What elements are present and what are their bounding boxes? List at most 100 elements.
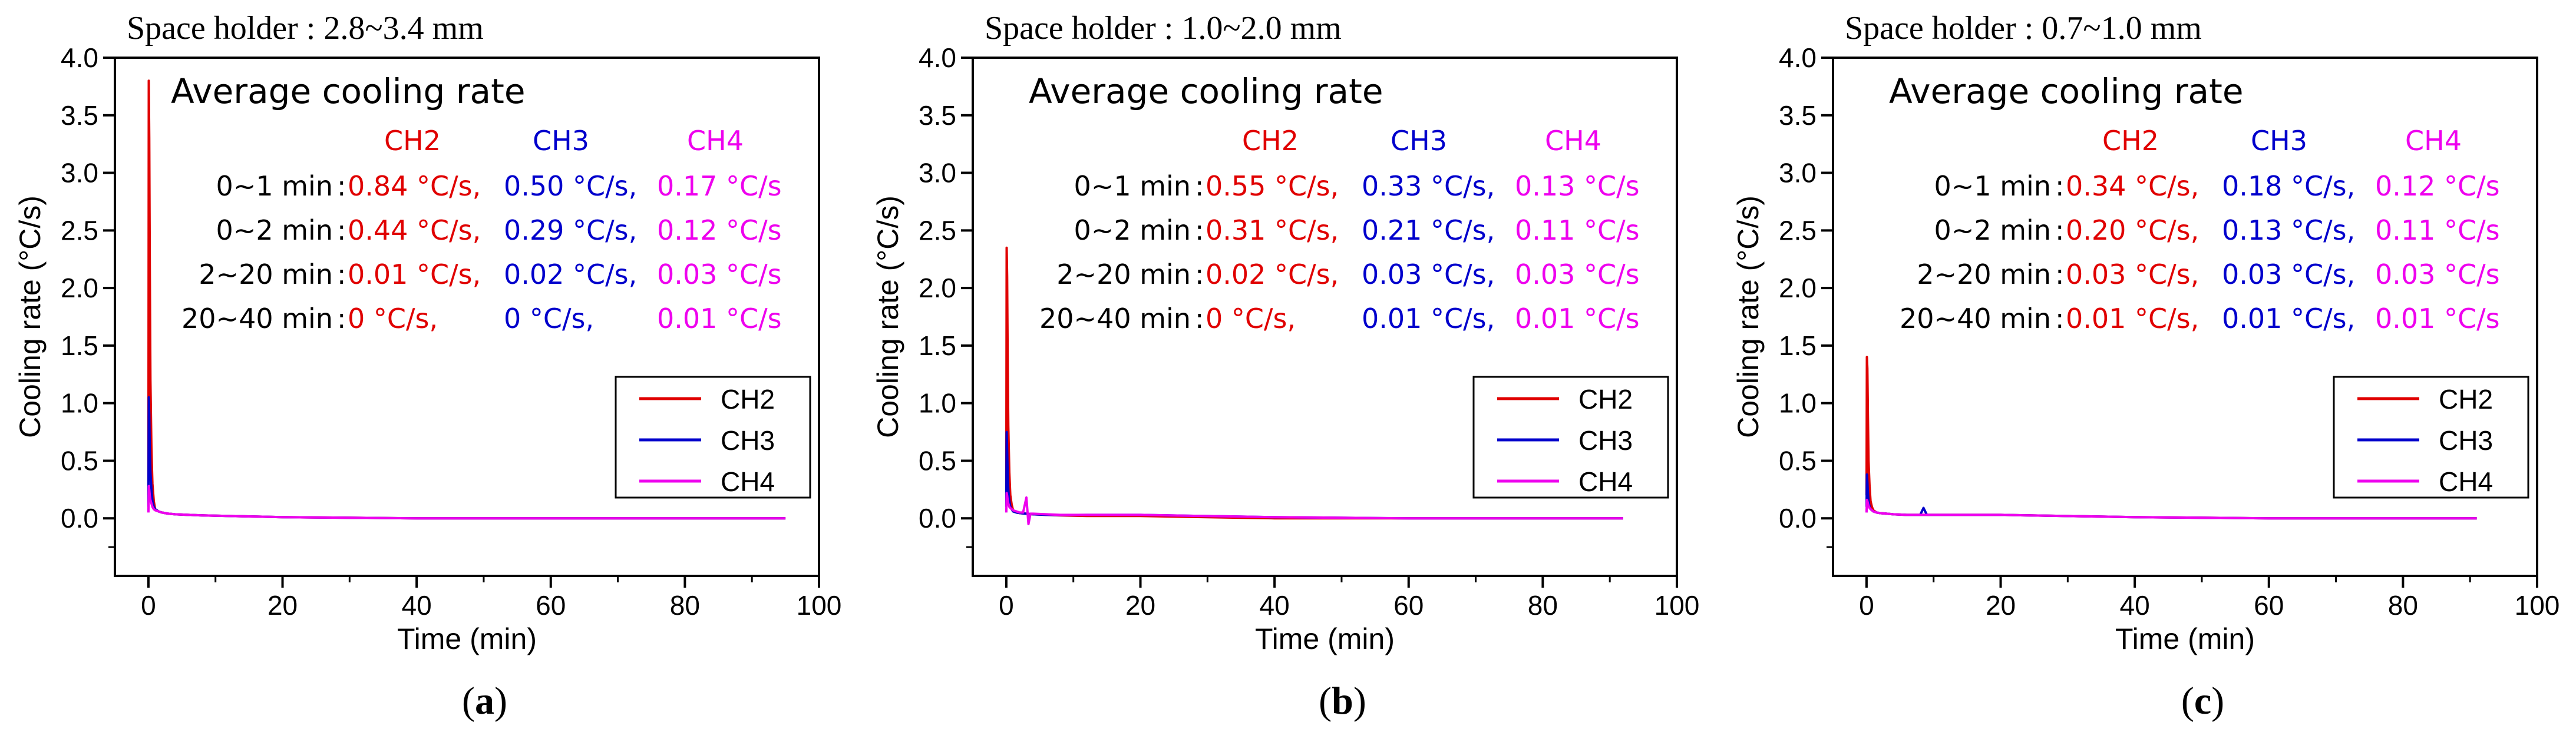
- annotation-value: 0.11 °C/s: [1515, 214, 1640, 246]
- annotation-value: 0 °C/s,: [348, 303, 438, 334]
- annotation-column-header: CH4: [687, 125, 744, 157]
- annotation-value: 0.17 °C/s: [657, 170, 782, 202]
- plot-frame: [972, 57, 1678, 577]
- x-tick-label: 100: [797, 590, 842, 621]
- x-tick-label: 60: [536, 590, 566, 621]
- annotation-row-label: 2~20 min: [1917, 259, 2051, 290]
- panel-label: (a): [462, 680, 507, 723]
- y-tick-label: 0.0: [919, 503, 956, 533]
- annotation-value: 0.21 °C/s,: [1362, 214, 1495, 246]
- annotation-value: 0.18 °C/s,: [2222, 170, 2355, 202]
- legend-label: CH2: [721, 384, 775, 415]
- chart-panel-a: Space holder : 2.8~3.4 mm 0 20 40 60 80 100 0.0…: [14, 10, 841, 723]
- legend-box: [2333, 376, 2529, 499]
- x-tick-label: 20: [267, 590, 298, 621]
- annotation-value: 0.84 °C/s,: [348, 170, 481, 202]
- x-tick-label: 80: [2388, 590, 2418, 621]
- legend-label: CH3: [2439, 425, 2493, 456]
- annotation-value: 0.50 °C/s,: [504, 170, 637, 202]
- legend-label: CH4: [1578, 466, 1633, 497]
- annotation-heading: Average cooling rate: [1029, 71, 1383, 111]
- y-tick-label: 2.0: [1779, 273, 1817, 303]
- series-line-ch4: [1865, 498, 2477, 520]
- annotation-column-header: CH2: [384, 125, 441, 157]
- y-tick-label: 0.5: [919, 445, 956, 476]
- legend-box: [1472, 376, 1669, 499]
- annotation-value: 0.13 °C/s,: [2222, 214, 2355, 246]
- y-tick-label: 0.5: [61, 445, 98, 476]
- panel-label: (b): [1319, 680, 1366, 723]
- annotation-value: 0 °C/s,: [504, 303, 594, 334]
- y-axis-label: Cooling rate (°C/s): [871, 195, 904, 438]
- annotation-column-header: CH2: [1242, 125, 1299, 157]
- chart-panel-b: Space holder : 1.0~2.0 mm 0 20 40 60 80 100 0.0…: [871, 10, 1699, 723]
- x-tick-label: 40: [1260, 590, 1290, 621]
- y-tick-label: 3.5: [61, 100, 98, 131]
- annotation-value: 0.01 °C/s,: [348, 259, 481, 290]
- legend-label: CH3: [721, 425, 775, 456]
- annotation-column-header: CH3: [533, 125, 589, 157]
- annotation-separator: :: [2055, 303, 2065, 334]
- annotation-separator: :: [337, 303, 346, 334]
- annotation-row-label: 20~40 min: [1900, 303, 2051, 334]
- plot-frame: [114, 57, 820, 577]
- y-tick-label: 1.0: [919, 388, 956, 419]
- plot-frame: [1832, 57, 2538, 577]
- x-axis-label: Time (min): [2115, 622, 2255, 655]
- legend-label: CH3: [1578, 425, 1633, 456]
- series-line-ch4: [1005, 492, 1623, 525]
- y-tick-label: 2.5: [61, 215, 98, 246]
- annotation-value: 0.20 °C/s,: [2066, 214, 2199, 246]
- panel-title: Space holder : 0.7~1.0 mm: [1845, 10, 2202, 47]
- annotation-row-label: 20~40 min: [181, 303, 333, 334]
- y-tick-label: 0.0: [61, 503, 98, 533]
- annotation-separator: :: [1195, 259, 1204, 290]
- x-tick-label: 20: [1986, 590, 2016, 621]
- y-tick-label: 0.0: [1779, 503, 1817, 533]
- y-tick-label: 4.0: [919, 42, 956, 73]
- x-tick-label: 60: [1393, 590, 1424, 621]
- annotation-value: 0.01 °C/s,: [2066, 303, 2199, 334]
- y-axis-label: Cooling rate (°C/s): [1732, 195, 1765, 438]
- x-tick-label: 100: [2515, 590, 2560, 621]
- annotation-separator: :: [337, 259, 346, 290]
- x-tick-label: 0: [999, 590, 1014, 621]
- annotation-value: 0.29 °C/s,: [504, 214, 637, 246]
- panel-title: Space holder : 1.0~2.0 mm: [985, 10, 1342, 47]
- annotation-value: 0.44 °C/s,: [348, 214, 481, 246]
- annotation-separator: :: [1195, 170, 1204, 202]
- annotation-value: 0.11 °C/s: [2375, 214, 2500, 246]
- annotation-row-label: 0~1 min: [1074, 170, 1191, 202]
- annotation-value: 0.01 °C/s: [2375, 303, 2500, 334]
- annotation-separator: :: [1195, 303, 1204, 334]
- y-tick-label: 3.0: [1779, 158, 1817, 188]
- x-axis-label: Time (min): [397, 622, 537, 655]
- series-line-ch4: [147, 485, 786, 520]
- legend-label: CH2: [2439, 384, 2493, 415]
- annotation-row-label: 0~2 min: [216, 214, 333, 246]
- annotation-row-label: 0~1 min: [216, 170, 333, 202]
- annotation-value: 0.03 °C/s: [657, 259, 782, 290]
- panel-title: Space holder : 2.8~3.4 mm: [127, 10, 484, 47]
- y-axis-label: Cooling rate (°C/s): [14, 195, 47, 438]
- annotation-separator: :: [2055, 214, 2065, 246]
- y-tick-label: 1.5: [1779, 330, 1817, 361]
- annotation-value: 0.33 °C/s,: [1362, 170, 1495, 202]
- y-tick-label: 3.0: [61, 158, 98, 188]
- annotation-value: 0.03 °C/s,: [2066, 259, 2199, 290]
- x-tick-label: 100: [1654, 590, 1700, 621]
- chart-panel-c: Space holder : 0.7~1.0 mm 0 20 40 60 80 100 0.0…: [1732, 10, 2560, 723]
- annotation-column-header: CH4: [1545, 125, 1601, 157]
- annotation-separator: :: [337, 170, 346, 202]
- y-tick-label: 4.0: [1779, 42, 1817, 73]
- annotation-value: 0.01 °C/s,: [1362, 303, 1495, 334]
- y-tick-label: 3.0: [919, 158, 956, 188]
- annotation-row-label: 0~2 min: [1074, 214, 1191, 246]
- annotation-separator: :: [337, 214, 346, 246]
- x-tick-label: 0: [141, 590, 156, 621]
- y-tick-label: 4.0: [61, 42, 98, 73]
- annotation-heading: Average cooling rate: [171, 71, 526, 111]
- y-tick-label: 1.5: [919, 330, 956, 361]
- annotation-separator: :: [2055, 259, 2065, 290]
- annotation-row-label: 0~2 min: [1934, 214, 2051, 246]
